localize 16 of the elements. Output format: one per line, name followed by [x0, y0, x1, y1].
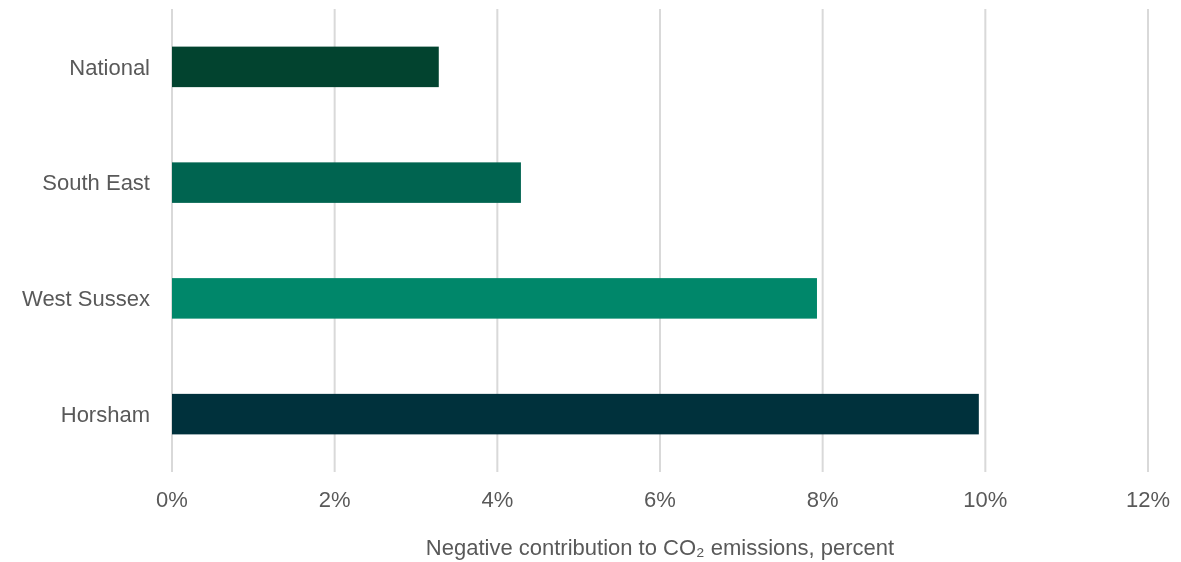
- x-tick-label: 8%: [806, 487, 839, 512]
- bar: [172, 278, 817, 319]
- x-tick-label: 0%: [156, 487, 188, 512]
- x-tick-label: 6%: [644, 487, 676, 512]
- bar: [172, 162, 521, 203]
- x-axis-title: Negative contribution to CO₂ emissions, percent: [425, 535, 895, 560]
- bar: [172, 46, 439, 88]
- x-tick-label: 2%: [318, 487, 351, 512]
- y-tick-label: Horsham: [60, 401, 150, 427]
- y-tick-label: West Sussex: [22, 286, 150, 312]
- y-tick-label: South East: [42, 170, 150, 196]
- x-tick-label: 12%: [1125, 487, 1171, 512]
- bar: [172, 393, 979, 435]
- x-tick-label: 4%: [481, 487, 514, 512]
- y-tick-label: National: [69, 54, 150, 80]
- x-tick-label: 10%: [963, 487, 1008, 512]
